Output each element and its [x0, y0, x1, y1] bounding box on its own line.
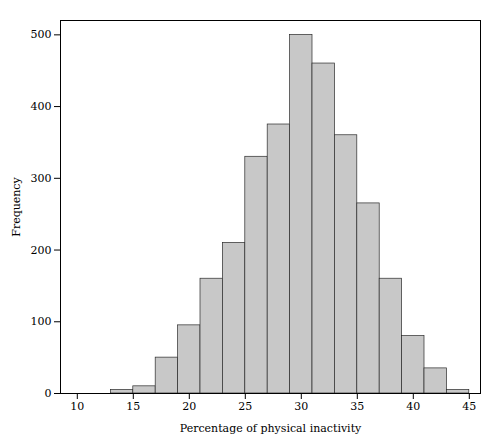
svg-text:20: 20 — [182, 400, 196, 413]
svg-text:Percentage of physical inactiv: Percentage of physical inactivity — [180, 422, 362, 435]
svg-text:Frequency: Frequency — [10, 176, 23, 236]
svg-text:10: 10 — [70, 400, 84, 413]
svg-text:200: 200 — [31, 244, 52, 257]
svg-text:500: 500 — [31, 28, 52, 41]
svg-text:400: 400 — [31, 100, 52, 113]
svg-text:45: 45 — [462, 400, 476, 413]
svg-text:40: 40 — [406, 400, 420, 413]
svg-text:35: 35 — [350, 400, 364, 413]
svg-text:30: 30 — [294, 400, 308, 413]
svg-text:100: 100 — [31, 315, 52, 328]
svg-text:300: 300 — [31, 172, 52, 185]
svg-text:15: 15 — [126, 400, 140, 413]
svg-text:0: 0 — [45, 387, 52, 400]
svg-text:25: 25 — [238, 400, 252, 413]
